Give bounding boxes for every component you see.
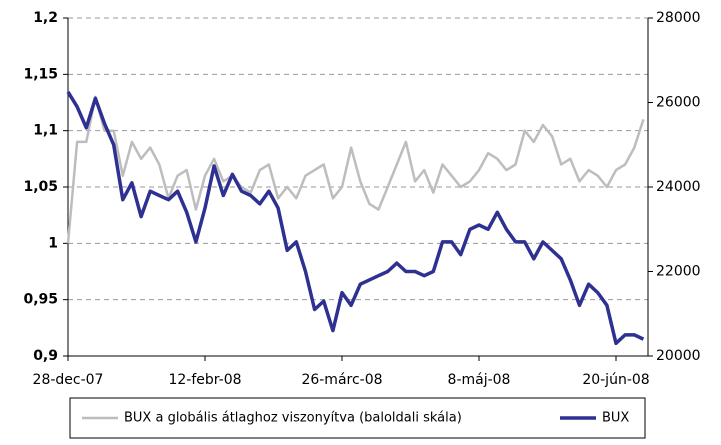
x-tick-label: 12-febr-08 xyxy=(168,372,241,388)
y-tick-label: 0,95 xyxy=(23,292,58,308)
y2-tick-label: 20000 xyxy=(656,348,701,364)
legend-label: BUX xyxy=(602,411,629,426)
series-line xyxy=(66,95,645,244)
y-tick-label: 1,15 xyxy=(23,66,58,82)
y-tick-label: 1,1 xyxy=(33,123,58,139)
y-tick-label: 1,05 xyxy=(23,179,58,195)
legend-box xyxy=(69,397,646,439)
y2-tick-label: 28000 xyxy=(656,10,701,26)
legend-label: BUX a globális átlaghoz viszonyítva (bal… xyxy=(124,411,462,426)
y-tick-label: 1,2 xyxy=(33,10,58,26)
y2-tick-label: 24000 xyxy=(656,179,701,195)
series-line xyxy=(66,90,645,346)
y-tick-label: 0,9 xyxy=(33,348,58,364)
y2-tick-label: 22000 xyxy=(656,264,701,280)
x-tick-label: 28-dec-07 xyxy=(33,372,104,388)
y-tick-label: 1 xyxy=(48,235,58,251)
x-tick-label: 8-máj-08 xyxy=(448,372,511,388)
y2-tick-label: 26000 xyxy=(656,95,701,111)
x-tick-label: 20-jún-08 xyxy=(582,372,649,388)
x-tick-label: 26-márc-08 xyxy=(301,372,382,388)
